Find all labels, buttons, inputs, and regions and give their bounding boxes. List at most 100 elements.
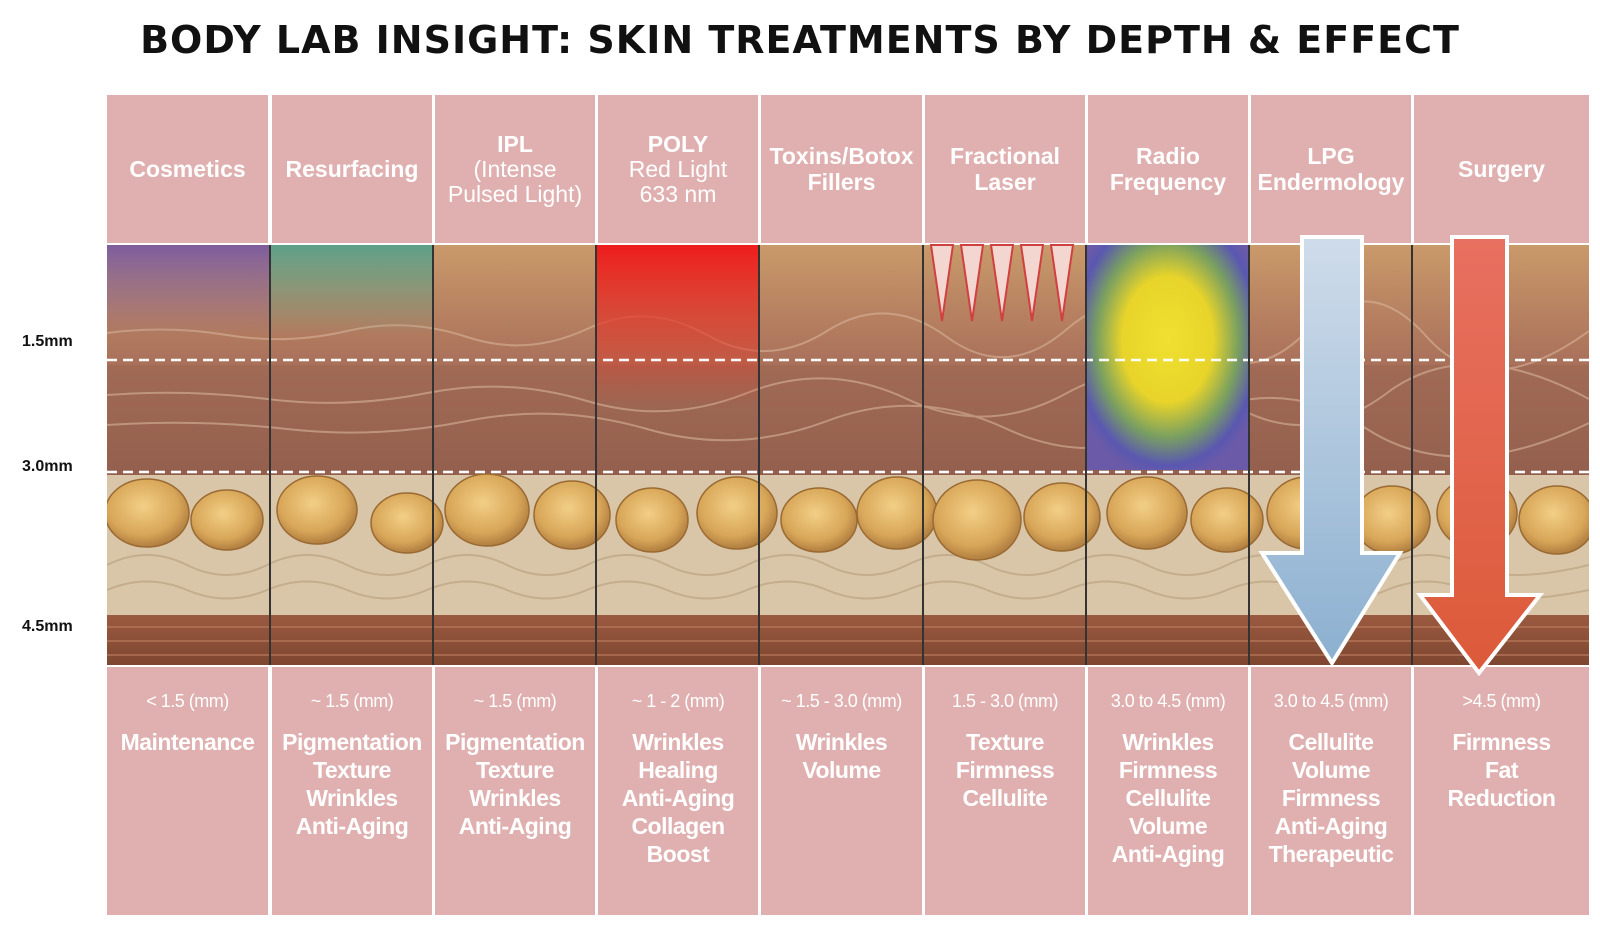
footer-fractional-laser: 1.5 - 3.0 (mm) Texture Firmness Cellulit… bbox=[925, 667, 1085, 915]
depth-label-1-5mm: 1.5mm bbox=[22, 333, 73, 350]
effect-item: Pigmentation bbox=[282, 729, 422, 755]
effect-list: Pigmentation Texture Wrinkles Anti-Aging bbox=[435, 728, 595, 840]
effect-list: Firmness Fat Reduction bbox=[1414, 728, 1589, 812]
footer-poly: ~ 1 - 2 (mm) Wrinkles Healing Anti-Aging… bbox=[598, 667, 758, 915]
depth-range: 3.0 to 4.5 (mm) bbox=[1273, 691, 1389, 711]
footer-surgery: >4.5 (mm) Firmness Fat Reduction bbox=[1414, 667, 1589, 915]
header-lpg-endermology: LPG Endermology bbox=[1251, 95, 1411, 243]
page-title: BODY LAB INSIGHT: SKIN TREATMENTS BY DEP… bbox=[140, 18, 1460, 62]
header-ipl: IPL (Intense Pulsed Light) bbox=[435, 95, 595, 243]
depth-label-4-5mm: 4.5mm bbox=[22, 618, 73, 635]
treatment-subtitle: Red Light bbox=[628, 156, 728, 182]
header-fractional-laser: Fractional Laser bbox=[925, 95, 1085, 243]
treatment-name-line2: Endermology bbox=[1257, 169, 1405, 195]
treatment-name: Surgery bbox=[1458, 156, 1545, 182]
depth-range: ~ 1.5 (mm) bbox=[310, 691, 394, 711]
effect-item: Cellulite bbox=[962, 785, 1048, 811]
fractional-laser-spikes bbox=[929, 244, 1075, 322]
treatment-name: POLY bbox=[647, 131, 709, 157]
column-surgery: Surgery >4.5 (mm) Firmness Fat Reduction bbox=[1414, 95, 1589, 915]
footer-lpg-endermology: 3.0 to 4.5 (mm) Cellulite Volume Firmnes… bbox=[1251, 667, 1411, 915]
effect-item: Wrinkles bbox=[632, 729, 724, 755]
depth-range: ~ 1 - 2 (mm) bbox=[631, 691, 725, 711]
footer-toxins-fillers: ~ 1.5 - 3.0 (mm) Wrinkles Volume bbox=[761, 667, 922, 915]
effect-item: Pigmentation bbox=[445, 729, 585, 755]
effect-item: Fat bbox=[1485, 757, 1519, 783]
effect-list: Wrinkles Volume bbox=[761, 728, 922, 784]
poly-red-light-overlay bbox=[596, 245, 759, 405]
header-resurfacing: Resurfacing bbox=[272, 95, 432, 243]
cosmetics-overlay bbox=[107, 245, 270, 335]
effect-item: Anti-Aging bbox=[295, 813, 409, 839]
effect-item: Wrinkles bbox=[306, 785, 398, 811]
effect-item: Volume bbox=[802, 757, 881, 783]
effect-item: Boost bbox=[646, 841, 710, 867]
column-lpg-endermology: LPG Endermology 3.0 to 4.5 (mm) Cellulit… bbox=[1251, 95, 1411, 915]
effect-item: Anti-Aging bbox=[458, 813, 572, 839]
depth-range: >4.5 (mm) bbox=[1462, 691, 1541, 711]
treatment-subtitle: (Intense bbox=[473, 156, 557, 182]
treatment-name-line2: Laser bbox=[974, 169, 1036, 195]
header-cosmetics: Cosmetics bbox=[107, 95, 268, 243]
treatment-subtitle: Pulsed Light) bbox=[447, 181, 583, 207]
effect-item: Maintenance bbox=[120, 729, 255, 755]
effect-list: Maintenance bbox=[107, 728, 268, 756]
treatment-name: Fractional bbox=[950, 143, 1060, 169]
column-radio-frequency: Radio Frequency 3.0 to 4.5 (mm) Wrinkles… bbox=[1088, 95, 1248, 915]
effect-item: Firmness bbox=[955, 757, 1055, 783]
footer-radio-frequency: 3.0 to 4.5 (mm) Wrinkles Firmness Cellul… bbox=[1088, 667, 1248, 915]
effect-item: Wrinkles bbox=[469, 785, 561, 811]
header-radio-frequency: Radio Frequency bbox=[1088, 95, 1248, 243]
effect-item: Anti-Aging bbox=[1274, 813, 1388, 839]
column-fractional-laser: Fractional Laser 1.5 - 3.0 (mm) Texture … bbox=[925, 95, 1085, 915]
depth-range: ~ 1.5 - 3.0 (mm) bbox=[781, 691, 902, 711]
effect-item: Wrinkles bbox=[1122, 729, 1214, 755]
column-resurfacing: Resurfacing ~ 1.5 (mm) Pigmentation Text… bbox=[272, 95, 432, 915]
treatment-name: Resurfacing bbox=[285, 156, 419, 182]
treatment-name: Toxins/Botox bbox=[769, 143, 914, 169]
effect-list: Wrinkles Firmness Cellulite Volume Anti-… bbox=[1088, 728, 1248, 868]
effect-list: Cellulite Volume Firmness Anti-Aging The… bbox=[1251, 728, 1411, 868]
column-cosmetics: Cosmetics < 1.5 (mm) Maintenance bbox=[107, 95, 268, 915]
footer-cosmetics: < 1.5 (mm) Maintenance bbox=[107, 667, 268, 915]
treatment-name: Cosmetics bbox=[129, 156, 246, 182]
treatment-subtitle: 633 nm bbox=[639, 181, 717, 207]
effect-item: Wrinkles bbox=[795, 729, 888, 755]
depth-range: < 1.5 (mm) bbox=[146, 691, 229, 711]
effect-list: Pigmentation Texture Wrinkles Anti-Aging bbox=[272, 728, 432, 840]
treatment-name: Radio bbox=[1136, 143, 1200, 169]
effect-item: Anti-Aging bbox=[1111, 841, 1225, 867]
depth-range: 3.0 to 4.5 (mm) bbox=[1110, 691, 1226, 711]
header-poly: POLY Red Light 633 nm bbox=[598, 95, 758, 243]
treatment-name-line2: Frequency bbox=[1109, 169, 1227, 195]
radio-frequency-overlay bbox=[1086, 245, 1249, 470]
effect-item: Collagen bbox=[631, 813, 725, 839]
header-surgery: Surgery bbox=[1414, 95, 1589, 243]
treatment-name-line2: Fillers bbox=[807, 169, 876, 195]
effect-item: Texture bbox=[966, 729, 1044, 755]
effect-item: Firmness bbox=[1452, 729, 1551, 755]
depth-range: ~ 1.5 (mm) bbox=[473, 691, 557, 711]
footer-ipl: ~ 1.5 (mm) Pigmentation Texture Wrinkles… bbox=[435, 667, 595, 915]
effect-item: Healing bbox=[638, 757, 718, 783]
column-ipl: IPL (Intense Pulsed Light) ~ 1.5 (mm) Pi… bbox=[435, 95, 595, 915]
treatment-name: IPL bbox=[497, 131, 533, 157]
depth-label-3-0mm: 3.0mm bbox=[22, 458, 73, 475]
column-poly: POLY Red Light 633 nm ~ 1 - 2 (mm) Wrink… bbox=[598, 95, 758, 915]
effect-item: Texture bbox=[313, 757, 391, 783]
header-toxins-fillers: Toxins/Botox Fillers bbox=[761, 95, 922, 243]
resurfacing-overlay bbox=[270, 245, 433, 335]
effect-item: Volume bbox=[1291, 757, 1371, 783]
effect-item: Cellulite bbox=[1288, 729, 1374, 755]
effect-item: Therapeutic bbox=[1268, 841, 1394, 867]
effect-item: Texture bbox=[476, 757, 554, 783]
effect-item: Reduction bbox=[1447, 785, 1556, 811]
effect-list: Texture Firmness Cellulite bbox=[925, 728, 1085, 812]
depth-range: 1.5 - 3.0 (mm) bbox=[951, 691, 1059, 711]
effect-list: Wrinkles Healing Anti-Aging Collagen Boo… bbox=[598, 728, 758, 868]
footer-resurfacing: ~ 1.5 (mm) Pigmentation Texture Wrinkles… bbox=[272, 667, 432, 915]
effect-item: Firmness bbox=[1118, 757, 1218, 783]
effect-item: Firmness bbox=[1281, 785, 1381, 811]
treatment-grid: Cosmetics < 1.5 (mm) Maintenance Resurfa… bbox=[107, 95, 1589, 915]
effect-item: Anti-Aging bbox=[621, 785, 735, 811]
